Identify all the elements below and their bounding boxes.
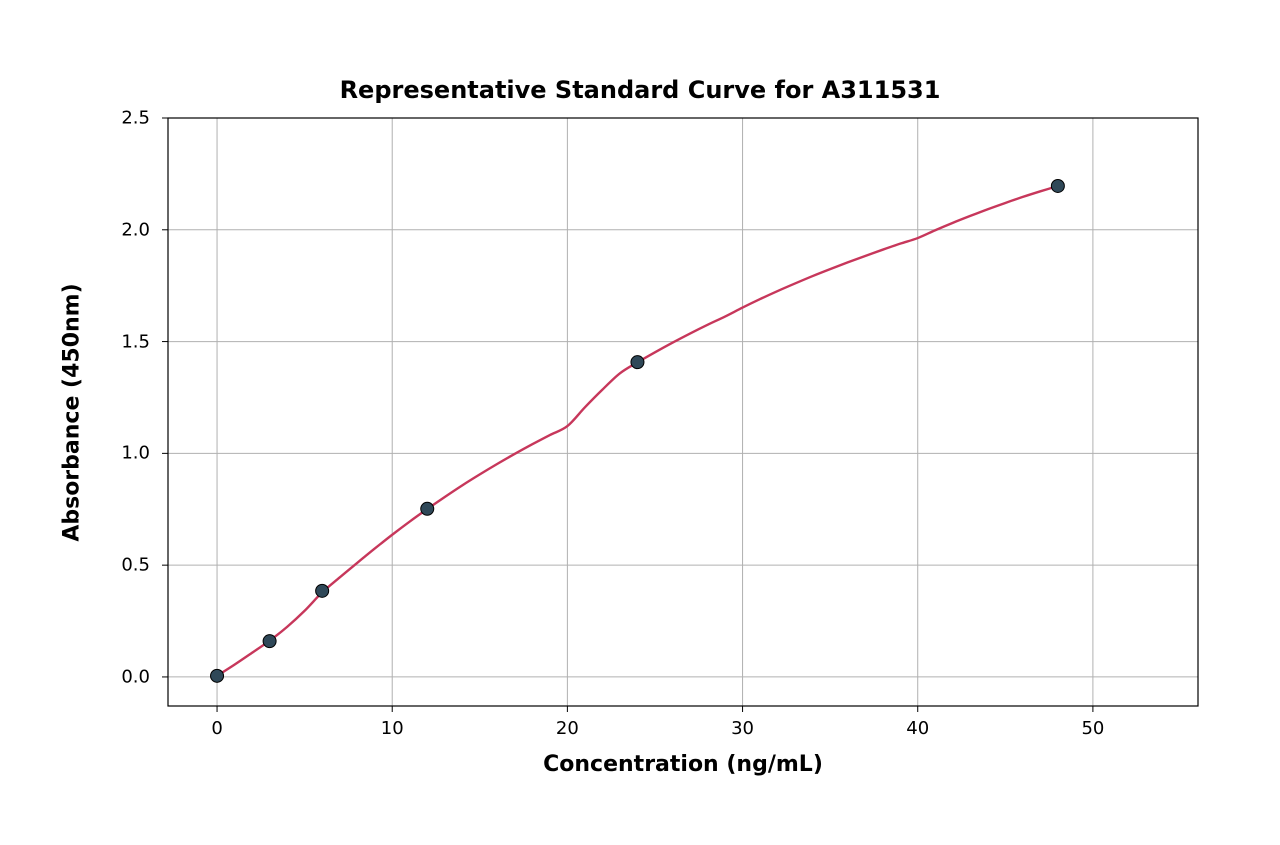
- y-tick-label: 1.0: [110, 443, 150, 464]
- y-tick-label: 2.5: [110, 108, 150, 129]
- plot-area: [168, 118, 1198, 706]
- chart-title: Representative Standard Curve for A31153…: [0, 76, 1280, 104]
- curve-line: [217, 186, 1058, 676]
- y-axis-label: Absorbance (450nm): [60, 119, 85, 707]
- x-tick-label: 10: [381, 718, 404, 739]
- x-tick-label: 20: [556, 718, 579, 739]
- y-tick-label: 0.0: [110, 666, 150, 687]
- plot-border: [168, 118, 1198, 706]
- data-point: [263, 635, 276, 648]
- data-point: [421, 502, 434, 515]
- data-point: [1051, 179, 1064, 192]
- figure: Representative Standard Curve for A31153…: [0, 0, 1280, 845]
- y-tick-label: 0.5: [110, 555, 150, 576]
- y-tick-label: 2.0: [110, 219, 150, 240]
- y-tick-label: 1.5: [110, 331, 150, 352]
- data-point: [211, 669, 224, 682]
- x-axis-label: Concentration (ng/mL): [168, 752, 1198, 777]
- x-tick-label: 0: [211, 718, 222, 739]
- data-point: [631, 356, 644, 369]
- x-tick-label: 40: [906, 718, 929, 739]
- x-tick-label: 50: [1081, 718, 1104, 739]
- plot-svg: [168, 118, 1198, 706]
- x-tick-label: 30: [731, 718, 754, 739]
- data-point: [316, 584, 329, 597]
